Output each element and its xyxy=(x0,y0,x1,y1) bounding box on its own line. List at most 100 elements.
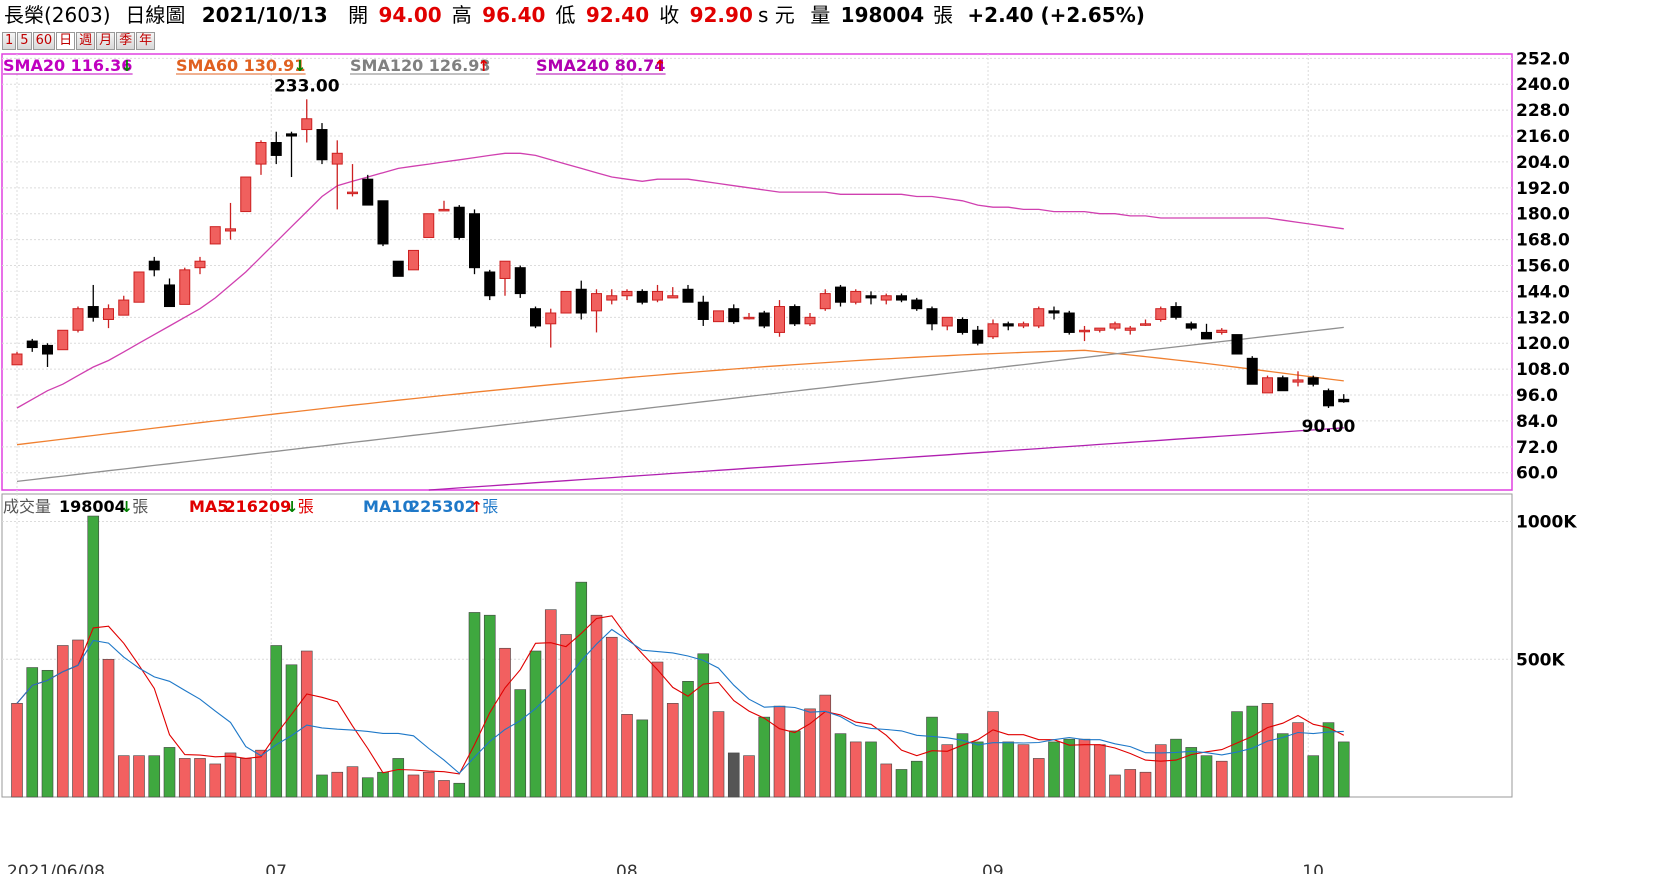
candle-up xyxy=(1140,323,1151,326)
candle-up xyxy=(850,290,862,303)
volume-bar-up xyxy=(11,703,23,798)
candle-down xyxy=(926,308,938,325)
x-tick-label: 2021/06/08 xyxy=(7,862,105,874)
volume-bar-up xyxy=(239,758,252,798)
volume-bar-up xyxy=(407,774,420,798)
volume-bar-up xyxy=(804,708,816,798)
change-value: +2.40 (+2.65%) xyxy=(967,3,1145,27)
candle-up xyxy=(545,312,557,325)
candle-down xyxy=(87,306,99,318)
high-label: 高 xyxy=(451,3,472,27)
volume-bar-up xyxy=(605,636,618,798)
volume-bar-down xyxy=(377,771,389,798)
volume-bar-up xyxy=(1292,722,1304,798)
candle-down xyxy=(758,312,770,327)
period-button-1[interactable]: 5 xyxy=(17,32,32,50)
period-button-7[interactable]: 年 xyxy=(136,32,156,50)
down-arrow-icon: ↓ xyxy=(286,498,299,516)
volume-bar-up xyxy=(1032,758,1045,798)
period-button-6[interactable]: 季 xyxy=(116,32,136,50)
candle-up xyxy=(941,316,953,327)
close-label: 收 xyxy=(659,3,680,27)
period-button-2[interactable]: 60 xyxy=(32,32,56,50)
volume-bar-down xyxy=(483,614,496,798)
volume-bar-down xyxy=(682,681,694,798)
open-value: 94.00 xyxy=(378,3,442,27)
candle-down xyxy=(682,288,694,303)
volume-bar-down xyxy=(926,716,938,798)
volume-bar-up xyxy=(499,647,511,798)
volume-bar-down xyxy=(514,689,527,798)
volume-bar-down xyxy=(575,581,588,798)
price-tick-label: 96.0 xyxy=(1516,386,1558,406)
volume-bar-down xyxy=(1063,738,1076,798)
candle-up xyxy=(133,271,145,303)
candle-up xyxy=(301,118,313,131)
volume-bar-down xyxy=(971,741,984,798)
candle-up xyxy=(118,299,130,316)
candle-up xyxy=(1262,377,1273,394)
candle-up xyxy=(743,316,755,320)
candle-up xyxy=(1033,308,1045,327)
volume-bar-up xyxy=(178,758,191,798)
volume-bar-down xyxy=(316,774,328,798)
close-value: 92.90 xyxy=(689,3,753,27)
price-panel xyxy=(1,53,1513,491)
quote-date: 2021/10/13 xyxy=(201,3,328,27)
candle-down xyxy=(392,260,404,277)
candle-down xyxy=(636,290,648,303)
volume-bar-up xyxy=(102,658,115,798)
candle-down xyxy=(286,133,297,137)
volume-bar-down xyxy=(1185,747,1198,798)
volume-legend-unit: 張 xyxy=(298,497,314,516)
candle-down xyxy=(972,329,984,344)
volume-tick-label: 1000K xyxy=(1516,513,1577,533)
period-button-5[interactable]: 月 xyxy=(96,32,116,50)
candle-up xyxy=(72,308,84,331)
volume-bar-down xyxy=(865,741,877,798)
candle-up xyxy=(255,141,267,165)
candle-down xyxy=(789,306,801,325)
candle-up xyxy=(499,260,511,279)
candle-up xyxy=(713,310,724,323)
volume-bar-down xyxy=(1307,755,1320,798)
stock-name: 長榮(2603) xyxy=(4,3,111,27)
candle-down xyxy=(484,271,496,297)
down-arrow-icon: ↓ xyxy=(294,57,307,75)
sma120-line xyxy=(16,326,1344,483)
volume-bar-up xyxy=(1261,703,1274,798)
period-button-4[interactable]: 週 xyxy=(76,32,96,50)
period-button-3[interactable]: 日 xyxy=(56,32,76,50)
candle-up xyxy=(1155,308,1167,320)
candle-down xyxy=(865,295,877,299)
candle-down xyxy=(42,344,53,355)
close-suffix: s 元 xyxy=(757,3,795,27)
candle-up xyxy=(560,290,572,314)
x-tick-label: 09 xyxy=(982,862,1004,874)
candle-up xyxy=(819,293,831,310)
x-tick-label: 07 xyxy=(265,862,287,874)
volume-bar-down xyxy=(392,758,405,798)
volume-bar-up xyxy=(651,661,664,798)
candle-up xyxy=(1216,329,1228,333)
legend-sma60: SMA60 130.91 xyxy=(176,56,305,75)
volume-panel xyxy=(1,493,1513,798)
candle-up xyxy=(179,269,191,305)
volume-bar-down xyxy=(1048,741,1060,798)
volume-bar-up xyxy=(666,703,679,798)
candle-up xyxy=(57,329,69,351)
candle-up xyxy=(1124,327,1136,331)
period-button-0[interactable]: 1 xyxy=(2,32,17,50)
candle-up xyxy=(1094,327,1106,331)
volume-bar-up xyxy=(209,763,222,798)
max-price-label: 233.00 xyxy=(274,76,340,96)
period-toolbar: 1 5 60 日週月季年 xyxy=(2,32,156,50)
volume-legend-value: 198004 xyxy=(59,497,126,516)
volume-bar-down xyxy=(788,730,801,798)
period-label: 日線圖 xyxy=(125,3,186,27)
volume-tick-label: 500K xyxy=(1516,650,1565,670)
price-tick-label: 72.0 xyxy=(1516,438,1558,458)
up-arrow-icon: ↑ xyxy=(654,57,667,75)
volume-bar-down xyxy=(1322,722,1335,798)
